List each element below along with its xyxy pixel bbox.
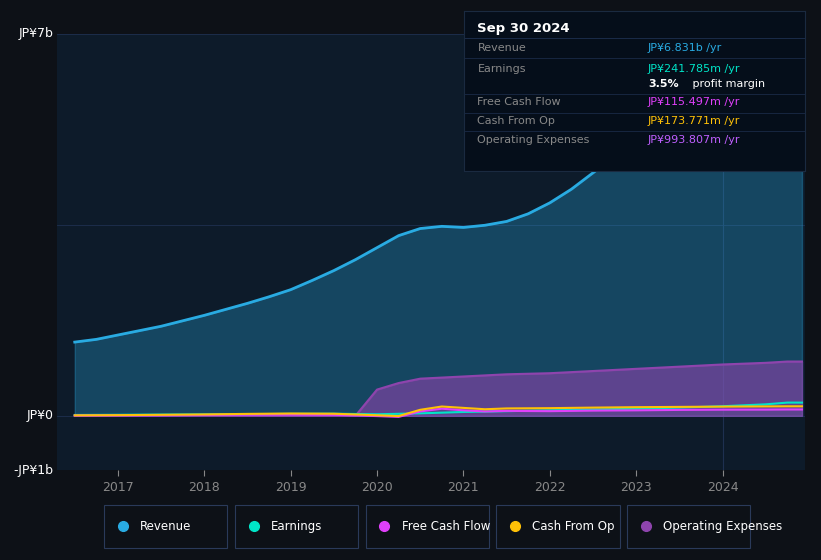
Text: Free Cash Flow: Free Cash Flow (401, 520, 490, 533)
Text: 3.5%: 3.5% (648, 79, 678, 89)
Text: JP¥115.497m /yr: JP¥115.497m /yr (648, 97, 741, 108)
Text: Revenue: Revenue (140, 520, 191, 533)
Text: JP¥0: JP¥0 (27, 409, 53, 422)
Text: Sep 30 2024: Sep 30 2024 (478, 22, 570, 35)
Text: Cash From Op: Cash From Op (532, 520, 615, 533)
Text: Free Cash Flow: Free Cash Flow (478, 97, 561, 108)
Text: Cash From Op: Cash From Op (478, 116, 555, 126)
Text: Earnings: Earnings (271, 520, 322, 533)
Text: Earnings: Earnings (478, 64, 526, 74)
Text: JP¥241.785m /yr: JP¥241.785m /yr (648, 64, 741, 74)
Text: profit margin: profit margin (689, 79, 765, 89)
Text: JP¥993.807m /yr: JP¥993.807m /yr (648, 135, 741, 145)
Text: JP¥173.771m /yr: JP¥173.771m /yr (648, 116, 741, 126)
Text: JP¥6.831b /yr: JP¥6.831b /yr (648, 43, 722, 53)
Text: Operating Expenses: Operating Expenses (478, 135, 589, 145)
Text: -JP¥1b: -JP¥1b (14, 464, 53, 477)
Text: Operating Expenses: Operating Expenses (663, 520, 782, 533)
Text: Revenue: Revenue (478, 43, 526, 53)
Text: JP¥7b: JP¥7b (19, 27, 53, 40)
